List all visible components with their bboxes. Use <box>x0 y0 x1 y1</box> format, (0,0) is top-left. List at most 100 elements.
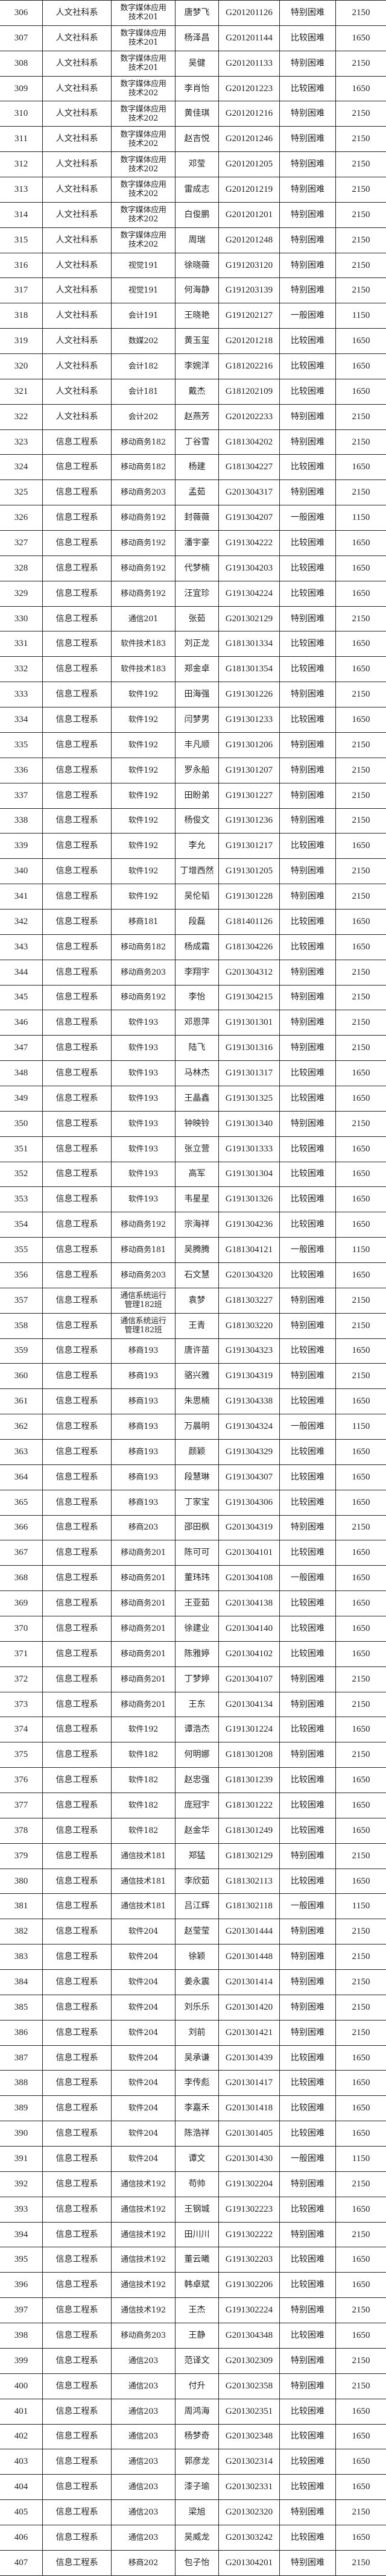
difficulty-level-cell: 比较困难 <box>280 1768 336 1793</box>
student-id-cell: G181304226 <box>219 934 280 960</box>
difficulty-level-cell: 特别困难 <box>280 1313 336 1338</box>
student-id-cell: G201301405 <box>219 2121 280 2147</box>
amount-cell: 2150 <box>336 278 386 303</box>
row-number-cell: 348 <box>0 1061 43 1086</box>
amount-cell: 1150 <box>336 1414 386 1440</box>
difficulty-level-cell: 比较困难 <box>280 631 336 657</box>
class-name-cell: 移动商务192 <box>112 1212 176 1238</box>
amount-cell: 2150 <box>336 51 386 76</box>
difficulty-level-cell: 比较困难 <box>280 1061 336 1086</box>
department-cell: 人文社科系 <box>43 177 112 203</box>
department-cell: 信息工程系 <box>43 1616 112 1642</box>
amount-cell: 1650 <box>336 1566 386 1591</box>
student-id-cell: G191302206 <box>219 2273 280 2298</box>
difficulty-level-cell: 比较困难 <box>280 2121 336 2147</box>
department-cell: 人文社科系 <box>43 152 112 177</box>
student-name-cell: 丁梦婷 <box>176 1666 219 1692</box>
row-number-cell: 383 <box>0 1945 43 1970</box>
student-name-cell: 周瑞 <box>176 227 219 253</box>
row-number-cell: 388 <box>0 2071 43 2096</box>
department-cell: 信息工程系 <box>43 783 112 808</box>
difficulty-level-cell: 特别困难 <box>280 404 336 429</box>
row-number-cell: 347 <box>0 1036 43 1061</box>
difficulty-level-cell: 比较困难 <box>280 25 336 51</box>
amount-cell: 2150 <box>336 2222 386 2247</box>
class-name-cell: 移动商务203 <box>112 1262 176 1288</box>
difficulty-level-cell: 比较困难 <box>280 1338 336 1364</box>
class-name-cell: 会计181 <box>112 379 176 404</box>
row-number-cell: 375 <box>0 1742 43 1768</box>
student-name-cell: 赵燕芳 <box>176 404 219 429</box>
amount-cell: 2150 <box>336 480 386 505</box>
class-name-cell: 会计182 <box>112 354 176 379</box>
difficulty-level-cell: 比较困难 <box>280 379 336 404</box>
difficulty-level-cell: 特别困难 <box>280 480 336 505</box>
student-id-cell: G191304323 <box>219 1338 280 1364</box>
student-name-cell: 李翔宇 <box>176 960 219 985</box>
amount-cell: 2150 <box>336 2550 386 2575</box>
row-number-cell: 379 <box>0 1843 43 1869</box>
student-id-cell: G181304121 <box>219 1238 280 1263</box>
student-id-cell: G201304102 <box>219 1641 280 1666</box>
amount-cell: 1650 <box>336 354 386 379</box>
department-cell: 信息工程系 <box>43 631 112 657</box>
amount-cell: 1650 <box>336 379 386 404</box>
difficulty-level-cell: 特别困难 <box>280 127 336 152</box>
amount-cell: 1650 <box>336 2424 386 2449</box>
difficulty-level-cell: 特别困难 <box>280 1111 336 1136</box>
amount-cell: 1650 <box>336 631 386 657</box>
department-cell: 信息工程系 <box>43 859 112 884</box>
department-cell: 信息工程系 <box>43 1894 112 1919</box>
class-name-cell: 移商181 <box>112 909 176 934</box>
department-cell: 信息工程系 <box>43 2475 112 2500</box>
amount-cell: 1650 <box>336 1818 386 1843</box>
class-name-cell: 移动商务203 <box>112 960 176 985</box>
class-name-cell: 移动商务201 <box>112 1566 176 1591</box>
student-id-cell: G191302224 <box>219 2298 280 2323</box>
amount-cell: 1650 <box>336 1464 386 1490</box>
class-name-cell: 软件204 <box>112 2045 176 2071</box>
difficulty-level-cell: 比较困难 <box>280 1869 336 1894</box>
class-name-cell: 通信203 <box>112 2500 176 2525</box>
class-name-cell: 会计191 <box>112 303 176 329</box>
amount-cell: 2150 <box>336 253 386 278</box>
difficulty-level-cell: 比较困难 <box>280 1793 336 1818</box>
amount-cell: 2150 <box>336 127 386 152</box>
class-name-cell: 移商203 <box>112 1515 176 1540</box>
student-name-cell: 代梦楠 <box>176 555 219 581</box>
class-name-cell: 数字媒体应用 技术201 <box>112 51 176 76</box>
row-number-cell: 318 <box>0 303 43 329</box>
class-name-cell: 通信203 <box>112 2399 176 2424</box>
class-name-cell: 软件192 <box>112 1717 176 1742</box>
amount-cell: 2150 <box>336 1111 386 1136</box>
student-name-cell: 庞冠宇 <box>176 1793 219 1818</box>
student-id-cell: G181302129 <box>219 1843 280 1869</box>
difficulty-level-cell: 特别困难 <box>280 1970 336 1995</box>
amount-cell: 1650 <box>336 531 386 556</box>
student-id-cell: G201304201 <box>219 2550 280 2575</box>
department-cell: 人文社科系 <box>43 127 112 152</box>
amount-cell: 2150 <box>336 859 386 884</box>
row-number-cell: 336 <box>0 758 43 783</box>
department-cell: 信息工程系 <box>43 2373 112 2399</box>
difficulty-level-cell: 比较困难 <box>280 1136 336 1162</box>
amount-cell: 1650 <box>336 2399 386 2424</box>
row-number-cell: 351 <box>0 1136 43 1162</box>
difficulty-level-cell: 特别困难 <box>280 1364 336 1389</box>
student-name-cell: 谭文 <box>176 2147 219 2172</box>
row-number-cell: 317 <box>0 278 43 303</box>
amount-cell: 1650 <box>336 76 386 101</box>
student-id-cell: G191304207 <box>219 505 280 531</box>
class-name-cell: 软件204 <box>112 1945 176 1970</box>
row-number-cell: 377 <box>0 1793 43 1818</box>
amount-cell: 1650 <box>336 1869 386 1894</box>
